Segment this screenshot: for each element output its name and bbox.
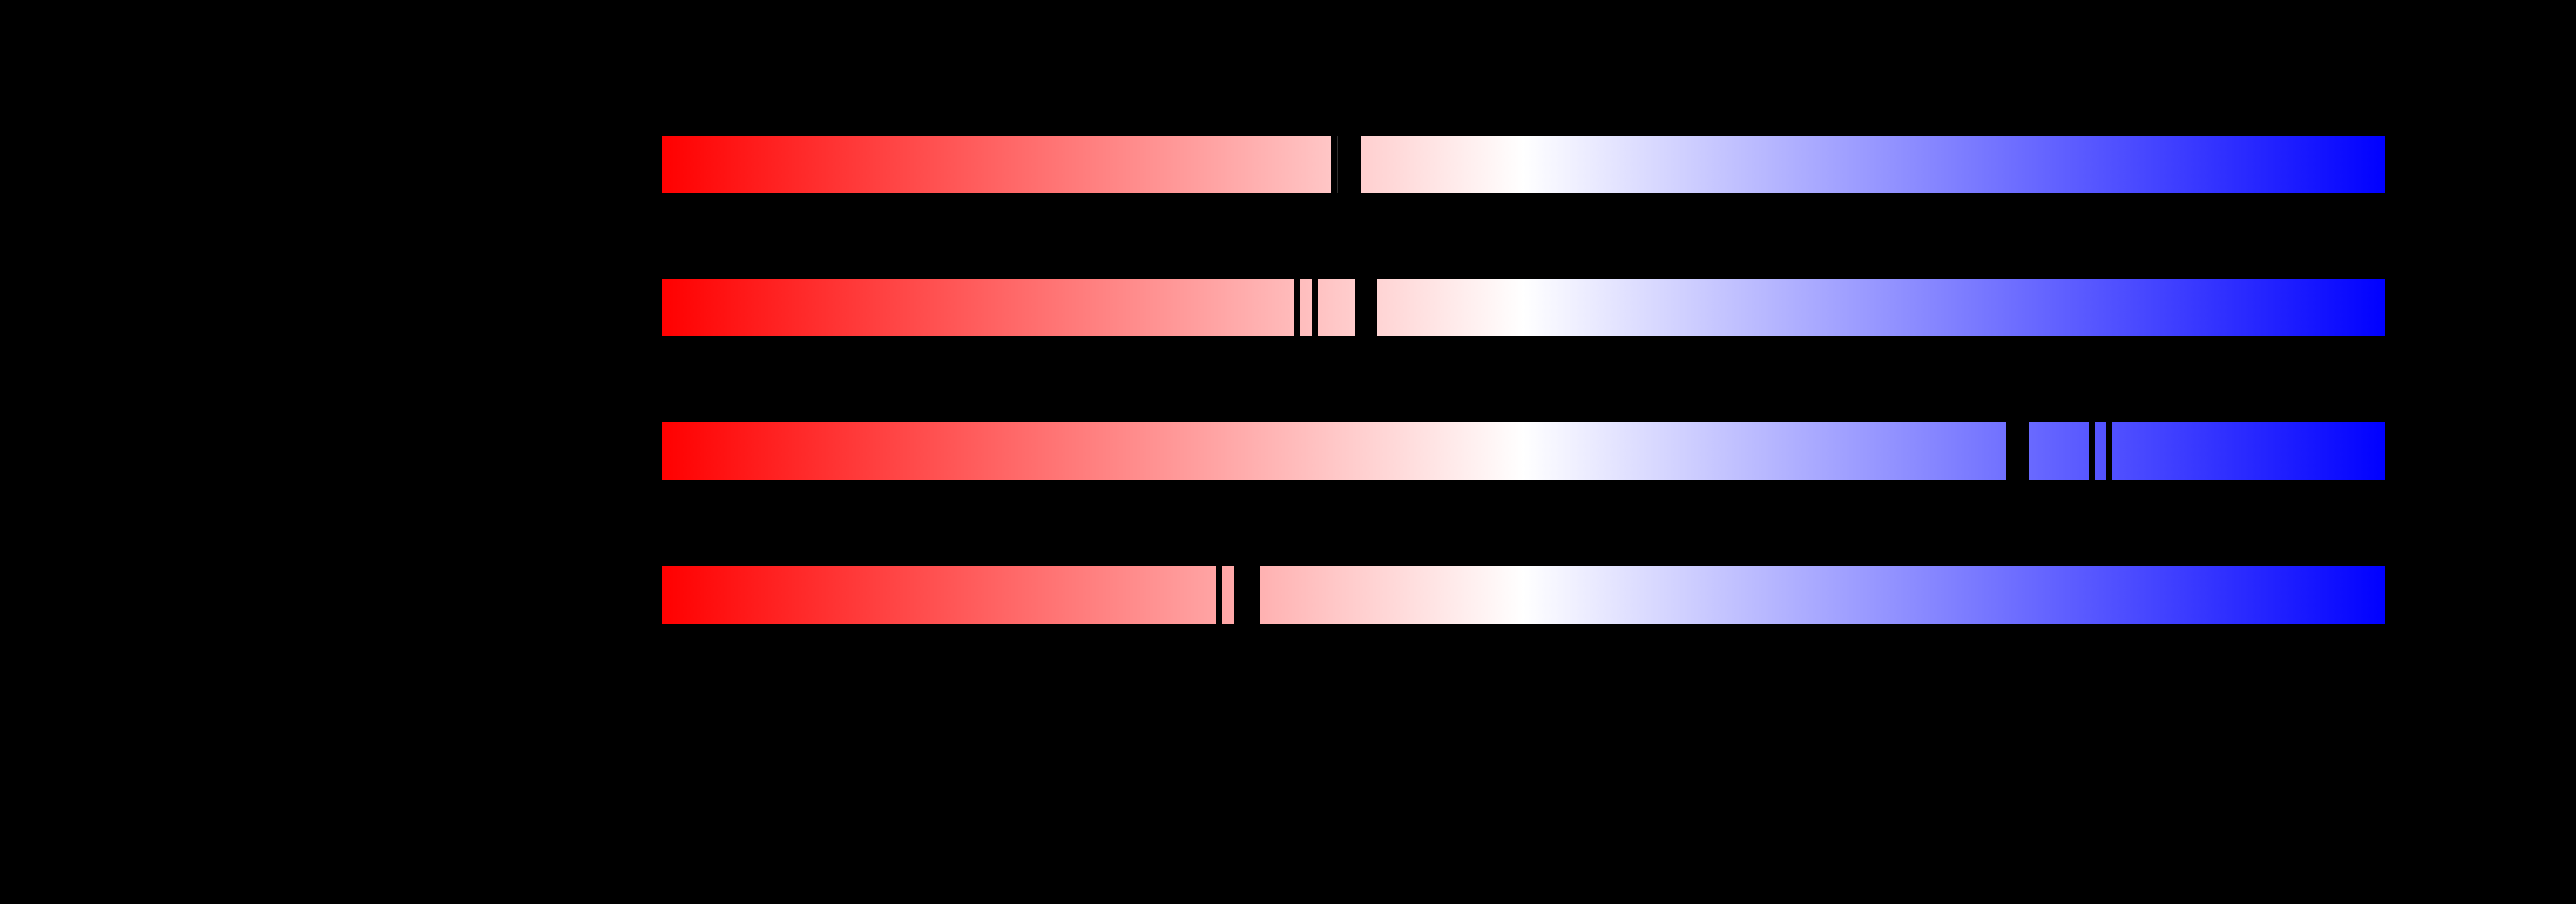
thick-band-marker — [1355, 279, 1377, 336]
gradient-scale-bar-3 — [662, 422, 2385, 480]
thin-tick-marker — [1312, 279, 1318, 336]
thin-tick-marker — [1216, 566, 1222, 624]
thin-tick-marker — [2106, 422, 2113, 480]
gradient-scale-bar-1 — [662, 136, 2385, 193]
thin-tick-marker — [1293, 279, 1300, 336]
thick-band-marker — [1338, 136, 1361, 193]
thick-band-marker — [2006, 422, 2029, 480]
thin-tick-marker — [2088, 422, 2095, 480]
marker-seam — [1337, 136, 1338, 193]
thin-tick-marker — [1331, 136, 1338, 193]
gradient-scale-bar-4 — [662, 566, 2385, 624]
thick-band-marker — [1233, 566, 1260, 624]
gradient-scale-bar-2 — [662, 279, 2385, 336]
